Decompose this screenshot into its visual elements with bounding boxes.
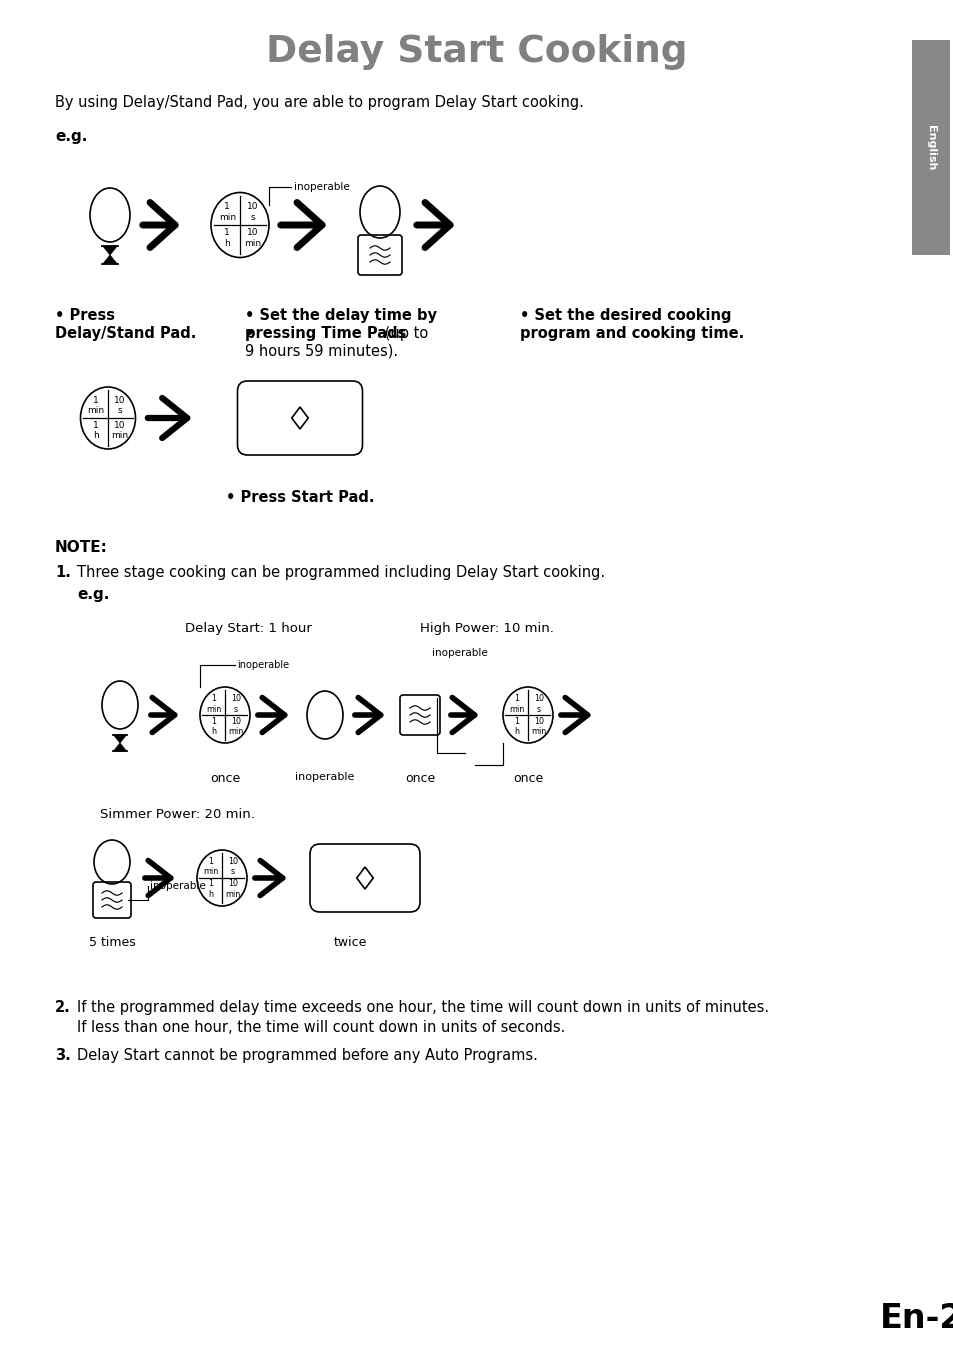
Text: e.g.: e.g. (77, 586, 110, 603)
Text: once: once (404, 771, 435, 785)
Text: 2.: 2. (55, 1000, 71, 1015)
Text: Delay Start cannot be programmed before any Auto Programs.: Delay Start cannot be programmed before … (77, 1048, 537, 1063)
Text: inoperable: inoperable (432, 648, 487, 658)
Text: inoperable: inoperable (150, 881, 206, 892)
Text: If the programmed delay time exceeds one hour, the time will count down in units: If the programmed delay time exceeds one… (77, 1000, 768, 1015)
Text: 1
min: 1 min (203, 857, 218, 877)
FancyBboxPatch shape (911, 41, 949, 255)
Text: 10
s: 10 s (534, 694, 543, 713)
Text: once: once (513, 771, 542, 785)
Text: English: English (925, 126, 935, 170)
Text: 5 times: 5 times (89, 936, 135, 948)
Text: 10
min: 10 min (112, 420, 129, 440)
Text: 10
s: 10 s (247, 203, 258, 222)
Text: 10
min: 10 min (225, 880, 240, 898)
Text: once: once (210, 771, 240, 785)
Text: 10
s: 10 s (228, 857, 237, 877)
Text: pressing Time Pads: pressing Time Pads (245, 326, 406, 340)
Text: 1
min: 1 min (218, 203, 235, 222)
Text: By using Delay/Stand Pad, you are able to program Delay Start cooking.: By using Delay/Stand Pad, you are able t… (55, 96, 583, 111)
Polygon shape (113, 743, 127, 751)
Text: En-27: En-27 (879, 1302, 953, 1335)
Text: •: • (245, 326, 259, 340)
Text: 9 hours 59 minutes).: 9 hours 59 minutes). (245, 345, 397, 359)
Text: 10
min: 10 min (228, 716, 243, 736)
Polygon shape (103, 255, 117, 263)
Text: inoperable: inoperable (236, 661, 289, 670)
Text: 1
h: 1 h (93, 420, 99, 440)
Text: Simmer Power: 20 min.: Simmer Power: 20 min. (100, 808, 254, 821)
Text: 1
h: 1 h (212, 716, 216, 736)
Text: Three stage cooking can be programmed including Delay Start cooking.: Three stage cooking can be programmed in… (77, 565, 604, 580)
Text: e.g.: e.g. (55, 130, 88, 145)
Text: 3.: 3. (55, 1048, 71, 1063)
Text: 10
s: 10 s (231, 694, 241, 713)
Text: • Set the delay time by: • Set the delay time by (245, 308, 436, 323)
Text: 1
min: 1 min (509, 694, 524, 713)
Text: • Press: • Press (55, 308, 115, 323)
Text: High Power: 10 min.: High Power: 10 min. (419, 621, 554, 635)
Text: NOTE:: NOTE: (55, 540, 108, 555)
Text: • Set the desired cooking: • Set the desired cooking (519, 308, 731, 323)
Text: 1
min: 1 min (88, 396, 104, 415)
Text: (up to: (up to (379, 326, 428, 340)
Text: 10
s: 10 s (114, 396, 126, 415)
Text: 1.: 1. (55, 565, 71, 580)
Text: program and cooking time.: program and cooking time. (519, 326, 743, 340)
Text: 1
min: 1 min (206, 694, 221, 713)
Text: Delay Start Cooking: Delay Start Cooking (266, 34, 687, 70)
Text: 1
h: 1 h (514, 716, 519, 736)
Text: 1
h: 1 h (224, 228, 230, 247)
Text: 1
h: 1 h (209, 880, 213, 898)
Text: twice: twice (333, 936, 366, 948)
Text: Delay Start: 1 hour: Delay Start: 1 hour (185, 621, 312, 635)
Text: Delay/Stand Pad.: Delay/Stand Pad. (55, 326, 196, 340)
Text: • Press Start Pad.: • Press Start Pad. (226, 490, 374, 505)
Text: 10
min: 10 min (244, 228, 261, 247)
Text: 10
min: 10 min (531, 716, 546, 736)
Polygon shape (113, 735, 127, 743)
Polygon shape (103, 246, 117, 255)
Text: If less than one hour, the time will count down in units of seconds.: If less than one hour, the time will cou… (77, 1020, 565, 1035)
Text: inoperable: inoperable (294, 182, 350, 192)
Text: inoperable: inoperable (295, 771, 355, 782)
